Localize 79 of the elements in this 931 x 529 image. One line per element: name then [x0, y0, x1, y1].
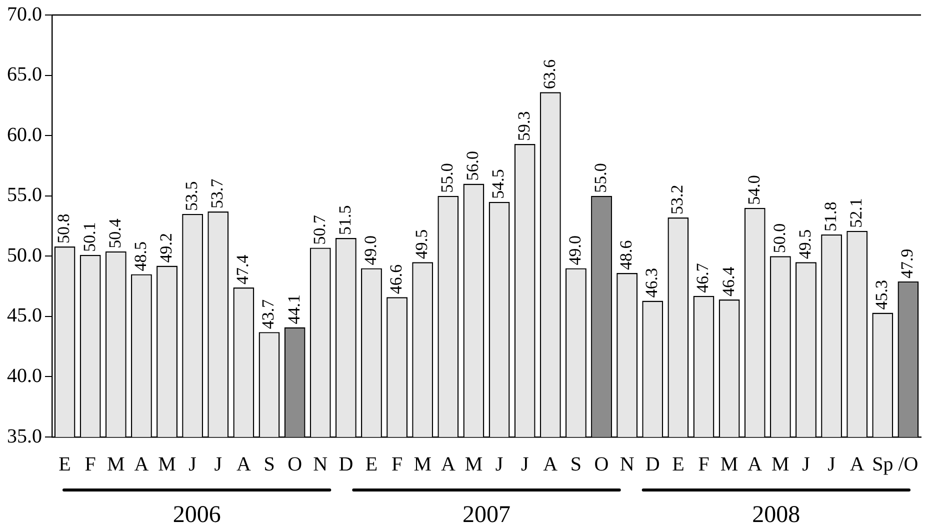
x-tick-label: O: [594, 453, 609, 476]
x-tick-label: Sp: [872, 453, 894, 476]
x-tick-label: D: [645, 453, 660, 476]
x-tick-label: J: [828, 453, 836, 476]
data-label: 50.1: [80, 222, 99, 252]
data-label: 50.8: [54, 214, 74, 244]
data-label: 47.9: [898, 248, 917, 278]
x-tick-label: E: [58, 453, 71, 476]
x-tick-label: N: [620, 453, 634, 476]
y-tick-label: 40.0: [7, 364, 42, 387]
data-label: 56.0: [463, 151, 482, 181]
x-tick-label: J: [802, 453, 810, 476]
data-label: 49.0: [360, 235, 380, 266]
x-tick-label: /O: [898, 453, 918, 476]
data-label: 47.4: [233, 254, 252, 284]
text: 2008: [752, 502, 800, 528]
data-label: 46.3: [642, 268, 662, 298]
y-tick-label: 35.0: [7, 425, 42, 448]
data-label: 50.4: [105, 218, 124, 248]
x-tick-label: D: [338, 453, 354, 476]
y-tick-label: 45.0: [7, 304, 42, 327]
data-label: 45.3: [872, 280, 892, 310]
text: 2006: [172, 502, 221, 528]
x-tick-label: A: [543, 453, 558, 476]
x-tick-label: S: [264, 453, 275, 476]
y-tick-label: 65.0: [7, 64, 42, 86]
x-tick-label: F: [84, 453, 96, 476]
x-tick-label: F: [391, 453, 403, 476]
data-label: 49.5: [795, 229, 814, 260]
x-tick-label: S: [570, 453, 582, 476]
x-tick-label: O: [288, 453, 302, 476]
y-tick-label: 50.0: [7, 244, 42, 266]
data-label: 55.0: [438, 163, 457, 193]
data-label: 49.2: [156, 233, 176, 263]
data-label: 48.5: [130, 241, 150, 272]
data-label: 51.5: [335, 205, 354, 236]
data-label: 44.1: [284, 294, 304, 324]
data-label: 46.6: [386, 264, 406, 294]
x-tick-label: F: [698, 453, 710, 476]
x-tick-label: M: [414, 453, 432, 476]
x-tick-label: J: [520, 453, 529, 476]
x-tick-label: M: [107, 453, 125, 476]
data-label: 49.5: [412, 229, 432, 260]
data-label: 53.7: [208, 178, 227, 209]
data-label: 49.0: [565, 235, 584, 266]
data-label: 50.7: [310, 214, 329, 245]
x-tick-label: J: [188, 453, 197, 476]
data-label: 63.6: [540, 59, 559, 90]
y-tick-label: 55.0: [7, 184, 42, 206]
x-tick-label: A: [134, 453, 150, 476]
y-tick-label: 60.0: [7, 124, 42, 146]
x-tick-label: M: [464, 453, 483, 476]
x-tick-label: J: [495, 453, 504, 476]
data-label: 48.6: [616, 240, 636, 270]
data-label: 53.2: [668, 184, 687, 215]
data-label: 54.0: [744, 175, 764, 205]
x-tick-label: A: [748, 453, 763, 476]
x-tick-label: E: [365, 453, 378, 476]
x-tick-label: A: [850, 453, 865, 476]
x-tick-label: J: [214, 453, 222, 476]
data-label: 52.1: [846, 198, 866, 228]
x-tick-label: A: [236, 453, 252, 476]
data-label: 51.8: [821, 202, 840, 232]
x-tick-label: M: [720, 453, 738, 476]
x-tick-label: M: [772, 453, 790, 476]
x-tick-label: E: [672, 453, 684, 476]
data-label: 59.3: [514, 111, 534, 142]
data-label: 43.7: [258, 298, 278, 330]
y-tick-label: 70.0: [7, 3, 42, 26]
x-tick-label: N: [313, 453, 328, 476]
x-tick-label: M: [158, 453, 176, 476]
data-label: 54.5: [488, 169, 508, 199]
data-label: 55.0: [590, 163, 610, 193]
data-label: 46.4: [718, 266, 738, 297]
text: 2007: [462, 502, 510, 528]
data-label: 46.7: [693, 262, 712, 293]
data-label: 53.5: [182, 181, 202, 211]
data-label: 50.0: [770, 223, 789, 254]
x-tick-label: A: [440, 453, 456, 476]
